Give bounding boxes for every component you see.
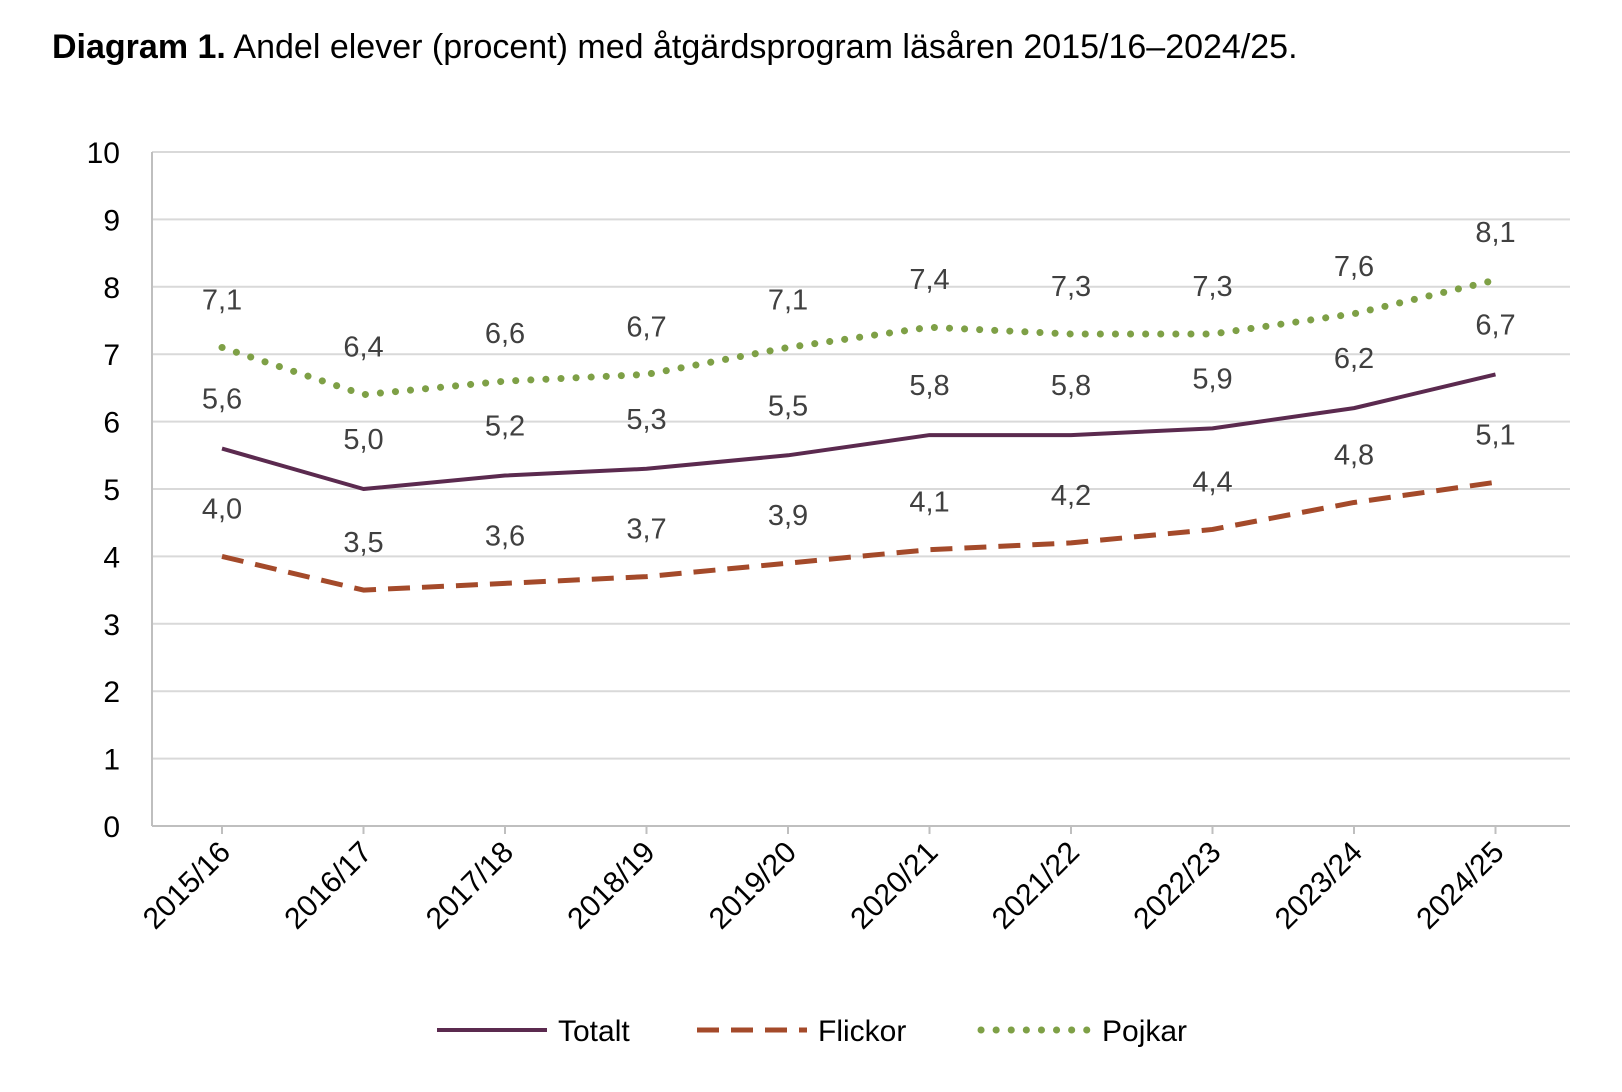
- chart-title-text: Andel elever (procent) med åtgärdsprogra…: [225, 28, 1298, 66]
- y-tick-label: 5: [103, 474, 120, 507]
- data-label: 7,3: [1051, 271, 1091, 303]
- x-tick-label: 2015/16: [137, 836, 237, 936]
- data-label: 5,0: [343, 424, 383, 456]
- data-label: 7,1: [768, 284, 808, 316]
- data-label: 4,2: [1051, 480, 1091, 512]
- y-tick-label: 9: [103, 204, 120, 237]
- data-label: 7,4: [909, 264, 949, 296]
- y-tick-label: 8: [103, 272, 120, 305]
- y-tick-label: 2: [103, 676, 120, 709]
- series-lines: [218, 276, 1499, 593]
- chart-title-number: Diagram 1.: [52, 28, 226, 66]
- data-label: 4,4: [1192, 466, 1232, 498]
- data-label: 4,8: [1334, 439, 1374, 471]
- x-tick-label: 2023/24: [1269, 836, 1369, 936]
- data-label: 7,6: [1334, 251, 1374, 283]
- x-tick-label: 2020/21: [844, 836, 944, 936]
- data-label: 7,3: [1192, 271, 1232, 303]
- data-label: 5,2: [485, 411, 525, 443]
- legend-label: Totalt: [558, 1015, 630, 1048]
- series-line-totalt: [221, 372, 1496, 491]
- y-tick-label: 1: [103, 744, 120, 777]
- series-line-flickor: [221, 479, 1496, 593]
- data-label: 5,8: [909, 370, 949, 402]
- data-label: 5,5: [768, 390, 808, 422]
- chart-title: Diagram 1. Andel elever (procent) med åt…: [52, 28, 1298, 67]
- data-label: 6,6: [485, 318, 525, 350]
- data-label: 3,6: [485, 520, 525, 552]
- data-label: 5,3: [626, 404, 666, 436]
- data-label: 5,8: [1051, 370, 1091, 402]
- y-axis-ticks: 0 1 2 3 4 5 6 7 8 9 10: [87, 137, 120, 844]
- x-tick-label: 2024/25: [1410, 836, 1510, 936]
- data-label: 3,7: [626, 514, 666, 546]
- x-tick-label: 2016/17: [278, 836, 378, 936]
- axes: [151, 152, 1570, 834]
- data-label: 4,0: [202, 493, 242, 525]
- legend-label: Flickor: [818, 1015, 906, 1048]
- data-label: 7,1: [202, 284, 242, 316]
- data-label: 8,1: [1475, 217, 1515, 249]
- data-label: 5,6: [202, 384, 242, 416]
- y-tick-label: 7: [103, 339, 120, 372]
- x-tick-label: 2017/18: [420, 836, 520, 936]
- series-line-pojkar: [218, 276, 1499, 399]
- data-label: 6,4: [343, 332, 383, 364]
- data-label: 6,7: [626, 311, 666, 343]
- data-label: 5,1: [1475, 419, 1515, 451]
- y-tick-label: 10: [87, 137, 120, 170]
- data-label: 3,9: [768, 500, 808, 532]
- y-tick-label: 3: [103, 609, 120, 642]
- x-tick-label: 2018/19: [561, 836, 661, 936]
- data-label: 5,9: [1192, 363, 1232, 395]
- x-tick-label: 2021/22: [986, 836, 1086, 936]
- data-label: 4,1: [909, 487, 949, 519]
- data-labels: 5,6 5,0 5,2 5,3 5,5 5,8 5,8 5,9 6,2 6,7 4,0 3,5 3,6 3…: [202, 217, 1516, 559]
- y-tick-label: 4: [103, 541, 120, 574]
- data-label: 3,5: [343, 527, 383, 559]
- data-label: 6,7: [1475, 309, 1515, 341]
- gridlines: [152, 151, 1570, 760]
- y-tick-label: 0: [103, 811, 120, 844]
- legend-label: Pojkar: [1102, 1015, 1187, 1048]
- data-label: 6,2: [1334, 343, 1374, 375]
- legend: Totalt Flickor Pojkar: [437, 1015, 1187, 1048]
- x-tick-label: 2022/23: [1127, 836, 1227, 936]
- x-tick-label: 2019/20: [703, 836, 803, 936]
- x-axis-ticks: 2015/16 2016/17 2017/18 2018/19 2019/20 2020/…: [137, 836, 1511, 936]
- y-tick-label: 6: [103, 407, 120, 440]
